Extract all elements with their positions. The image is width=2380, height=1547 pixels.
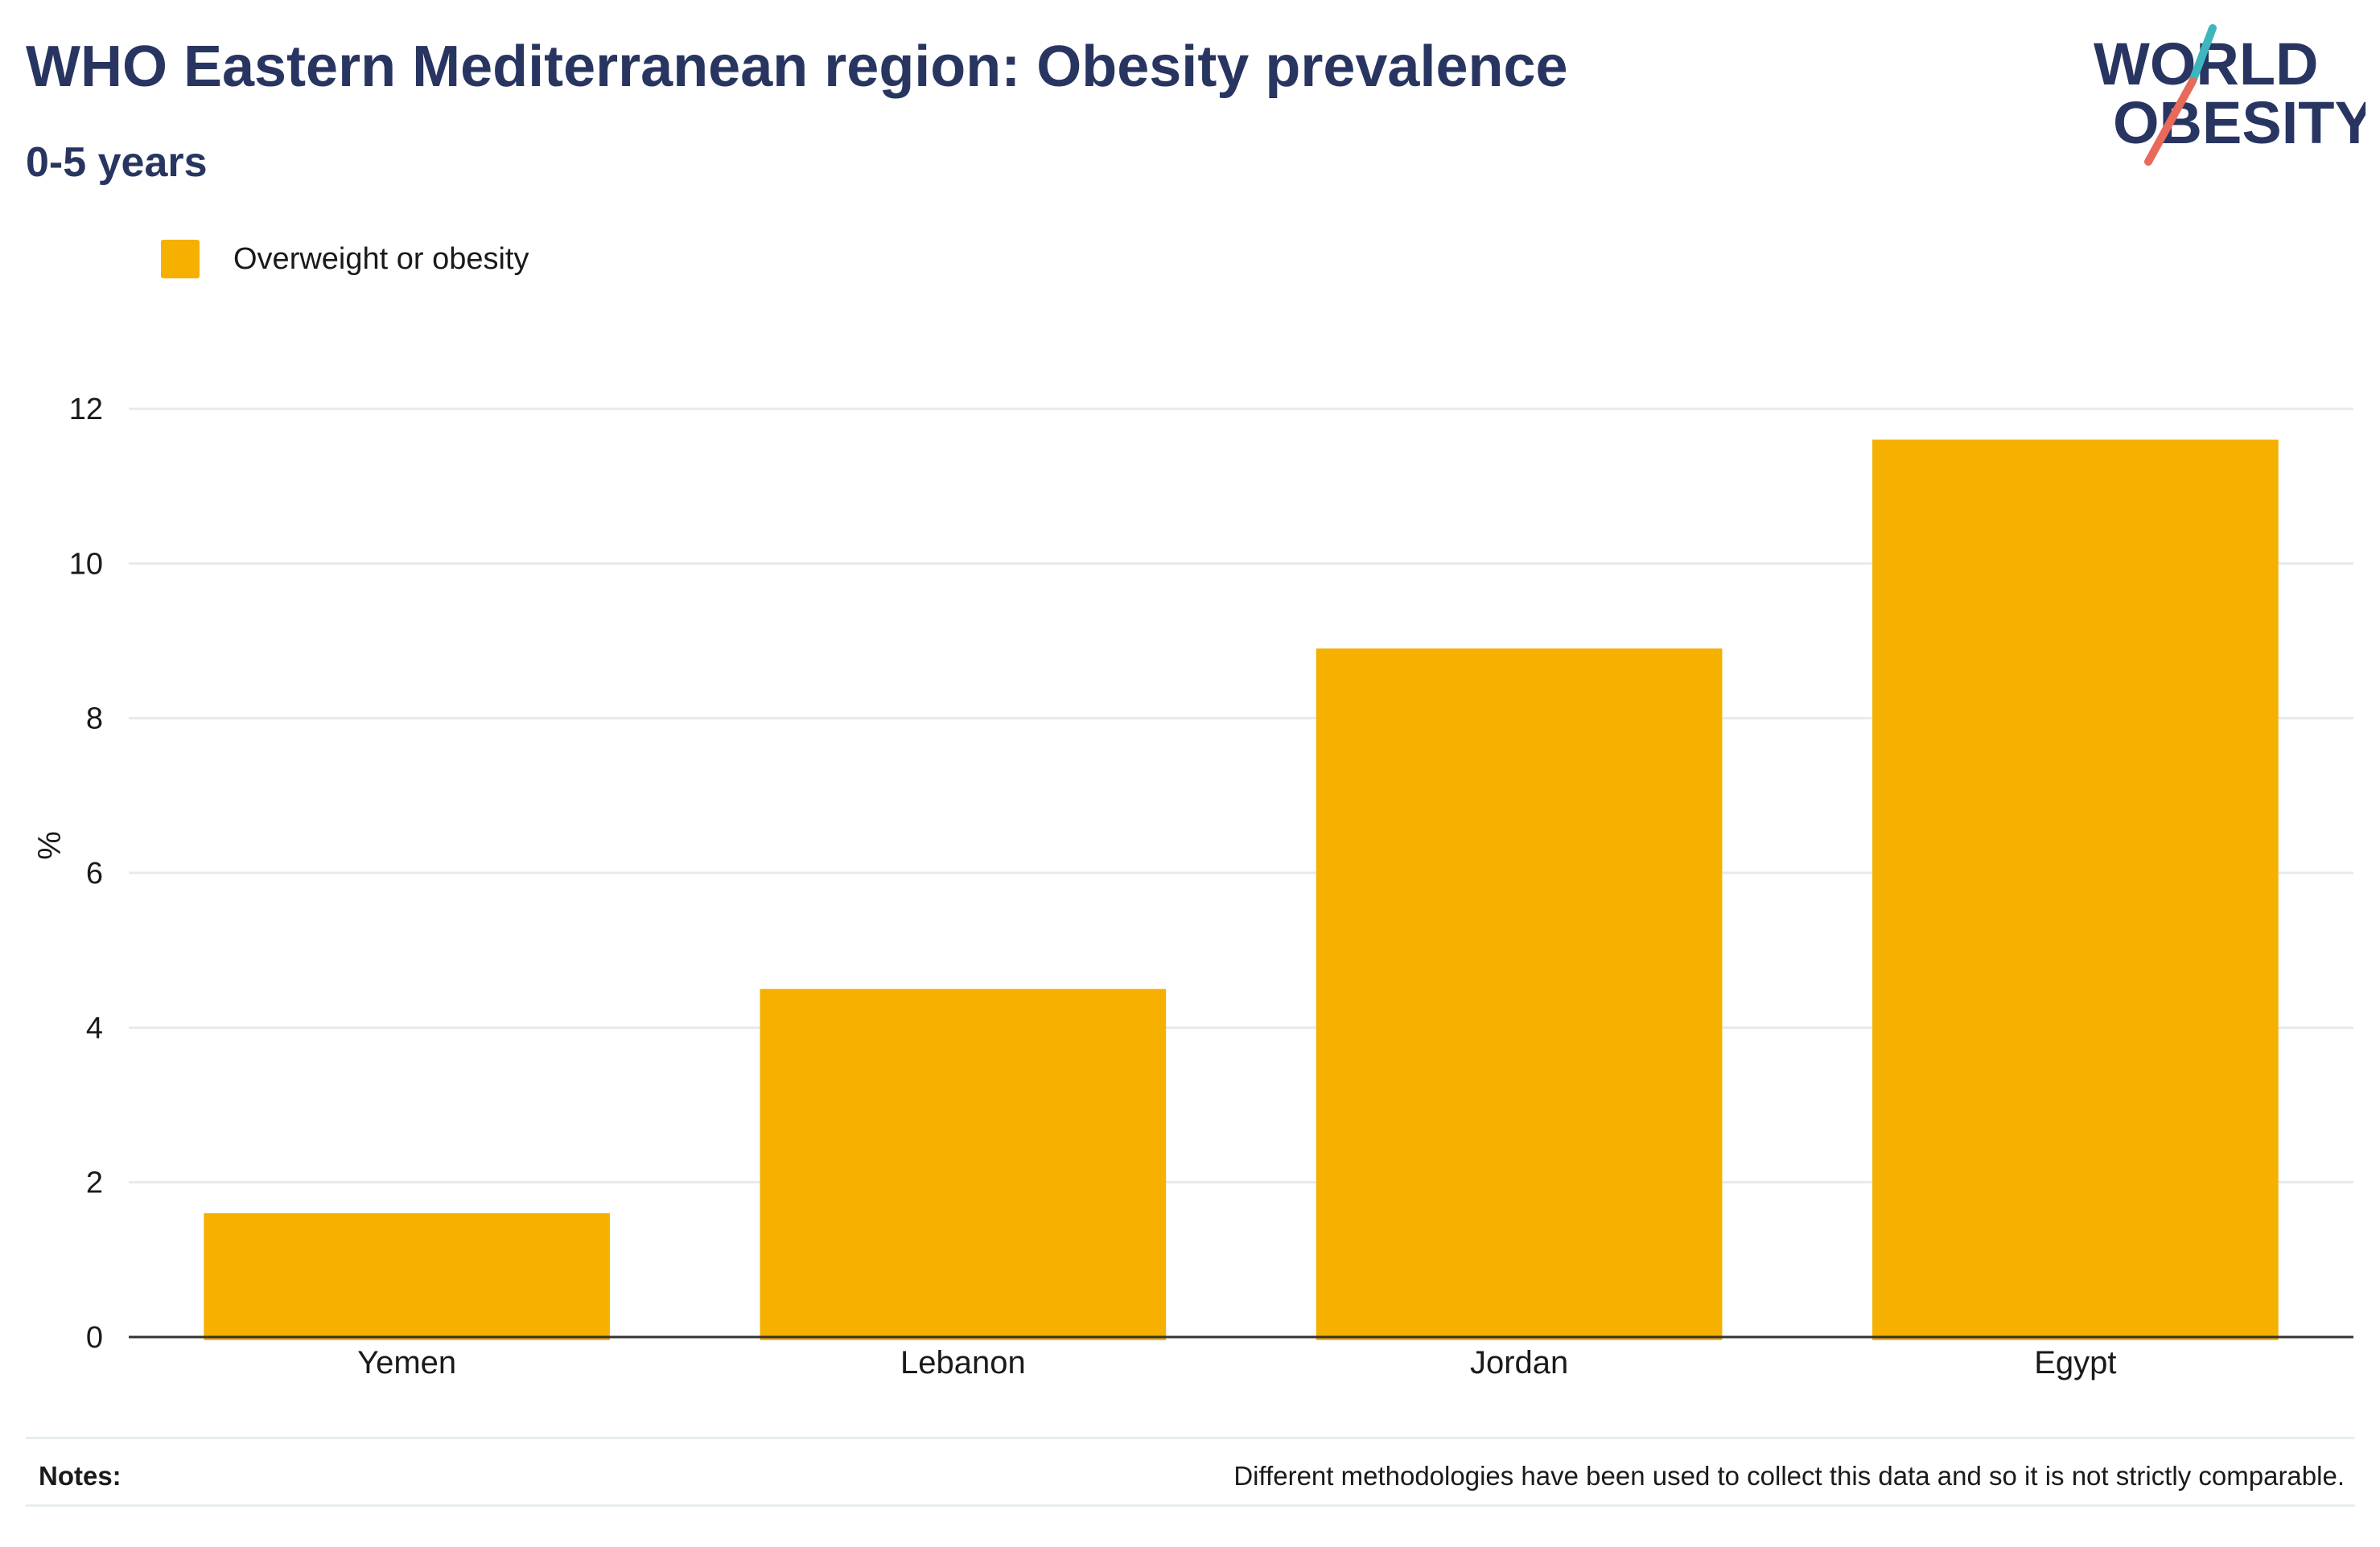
bar-chart: 0 2 4 6 8 10 12 Yemen Lebanon Jordan Egypt% [32,393,2353,1380]
y-tick-label: 8 [86,702,103,736]
notes-top-divider [26,1437,2355,1439]
logo-slash-top [2189,24,2217,85]
y-axis-label: % [32,831,68,860]
bar-jordan [1316,648,1723,1340]
bar-egypt [1872,439,2279,1341]
bar-lebanon [760,989,1167,1340]
chart-subtitle: 0-5 years [26,139,208,186]
legend-label: Overweight or obesity [233,241,529,276]
world-obesity-logo: WORLD OBESITY [2094,24,2366,166]
logo-slash-bottom [2144,77,2197,166]
notes-bottom-divider [26,1504,2355,1507]
y-tick-label: 4 [86,1011,103,1045]
y-tick-label: 0 [86,1321,103,1355]
chart-title: WHO Eastern Mediterranean region: Obesit… [26,35,1568,99]
y-tick-label: 2 [86,1166,103,1200]
bar-yemen [204,1213,610,1340]
x-tick-label: Jordan [1470,1345,1568,1380]
y-tick-label: 6 [86,857,103,891]
notes-label: Notes: [39,1461,121,1491]
y-tick-label: 10 [69,547,103,581]
x-tick-label: Egypt [2034,1345,2116,1380]
y-tick-label: 12 [69,393,103,426]
x-tick-label: Yemen [357,1345,456,1380]
x-tick-label: Lebanon [900,1345,1026,1380]
legend-swatch [161,240,200,278]
notes-text: Different methodologies have been used t… [1233,1461,2345,1491]
chart-legend: Overweight or obesity [161,238,529,280]
